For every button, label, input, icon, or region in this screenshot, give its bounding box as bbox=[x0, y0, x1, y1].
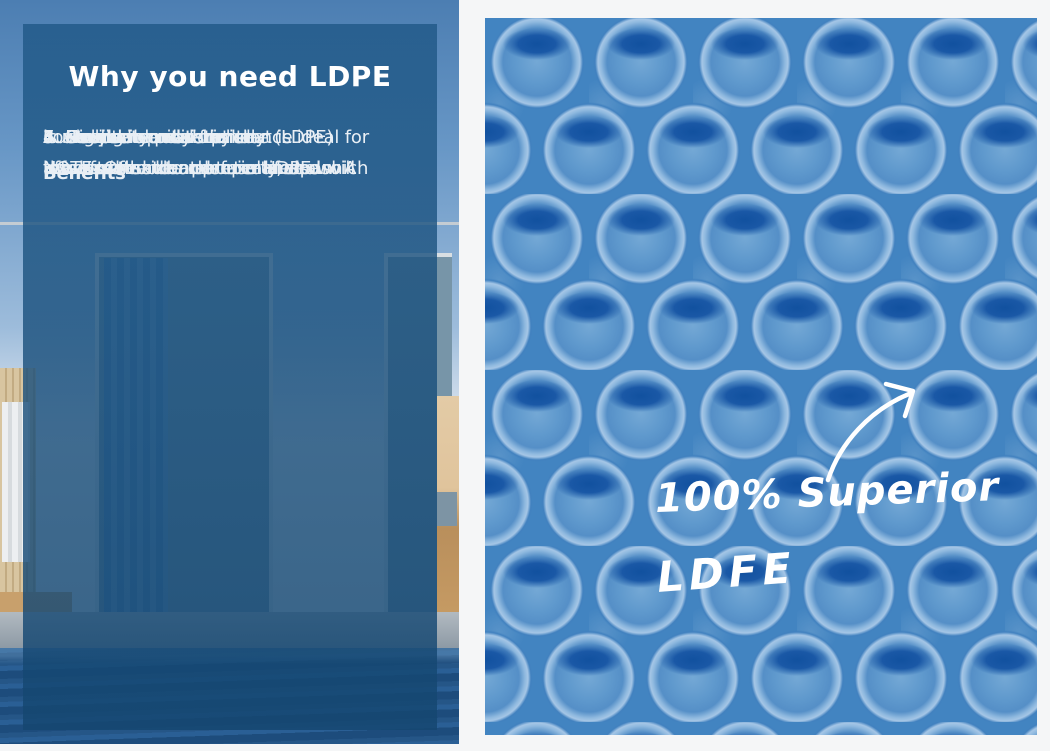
benefit-item: 2. Flexible bbox=[43, 127, 133, 148]
note-line: is a less flexible material and also bbox=[43, 158, 342, 179]
sofa bbox=[437, 492, 457, 526]
page-title: Why you need LDPE bbox=[68, 60, 392, 93]
benefit-item: 3. Good chemical resistance bbox=[43, 127, 293, 148]
benefit-item: 6. Environmental friendly bbox=[43, 127, 266, 148]
benefit-item: 7. High temp resistance bbox=[43, 127, 254, 148]
bubble-cover-photo: 100% Superior LDFE bbox=[485, 18, 1037, 735]
hand-drawn-arrow-icon bbox=[825, 381, 916, 483]
intro-line: is a superior material that is ideal for bbox=[43, 127, 369, 148]
intro-line: Low-density polyethylene (LDPE) bbox=[43, 127, 334, 148]
note-line: lower translucent property also bbox=[43, 158, 319, 179]
benefit-item: 5. Recyclable bbox=[43, 127, 161, 148]
info-overlay-panel: Why you need LDPE Low-density polyethyle… bbox=[23, 24, 437, 730]
note-line: affects the solar performance. bbox=[43, 158, 310, 179]
benefits-heading: Benefits bbox=[43, 163, 126, 184]
note-line: NOTE: Other brands use HDPE which bbox=[43, 158, 369, 179]
intro-line: Australian conditions. bbox=[43, 127, 234, 148]
note-line: less resistant to chemicals, and will bbox=[43, 158, 356, 179]
caption-ldfe: LDFE bbox=[655, 543, 798, 602]
pool-house-photo: Why you need LDPE Low-density polyethyle… bbox=[0, 0, 459, 744]
benefit-item: 4. Low water absorption bbox=[43, 127, 256, 148]
benefit-item: 1. Strong bbox=[43, 127, 124, 148]
note-line: therefore have a shorter lifespan. A bbox=[43, 158, 357, 179]
